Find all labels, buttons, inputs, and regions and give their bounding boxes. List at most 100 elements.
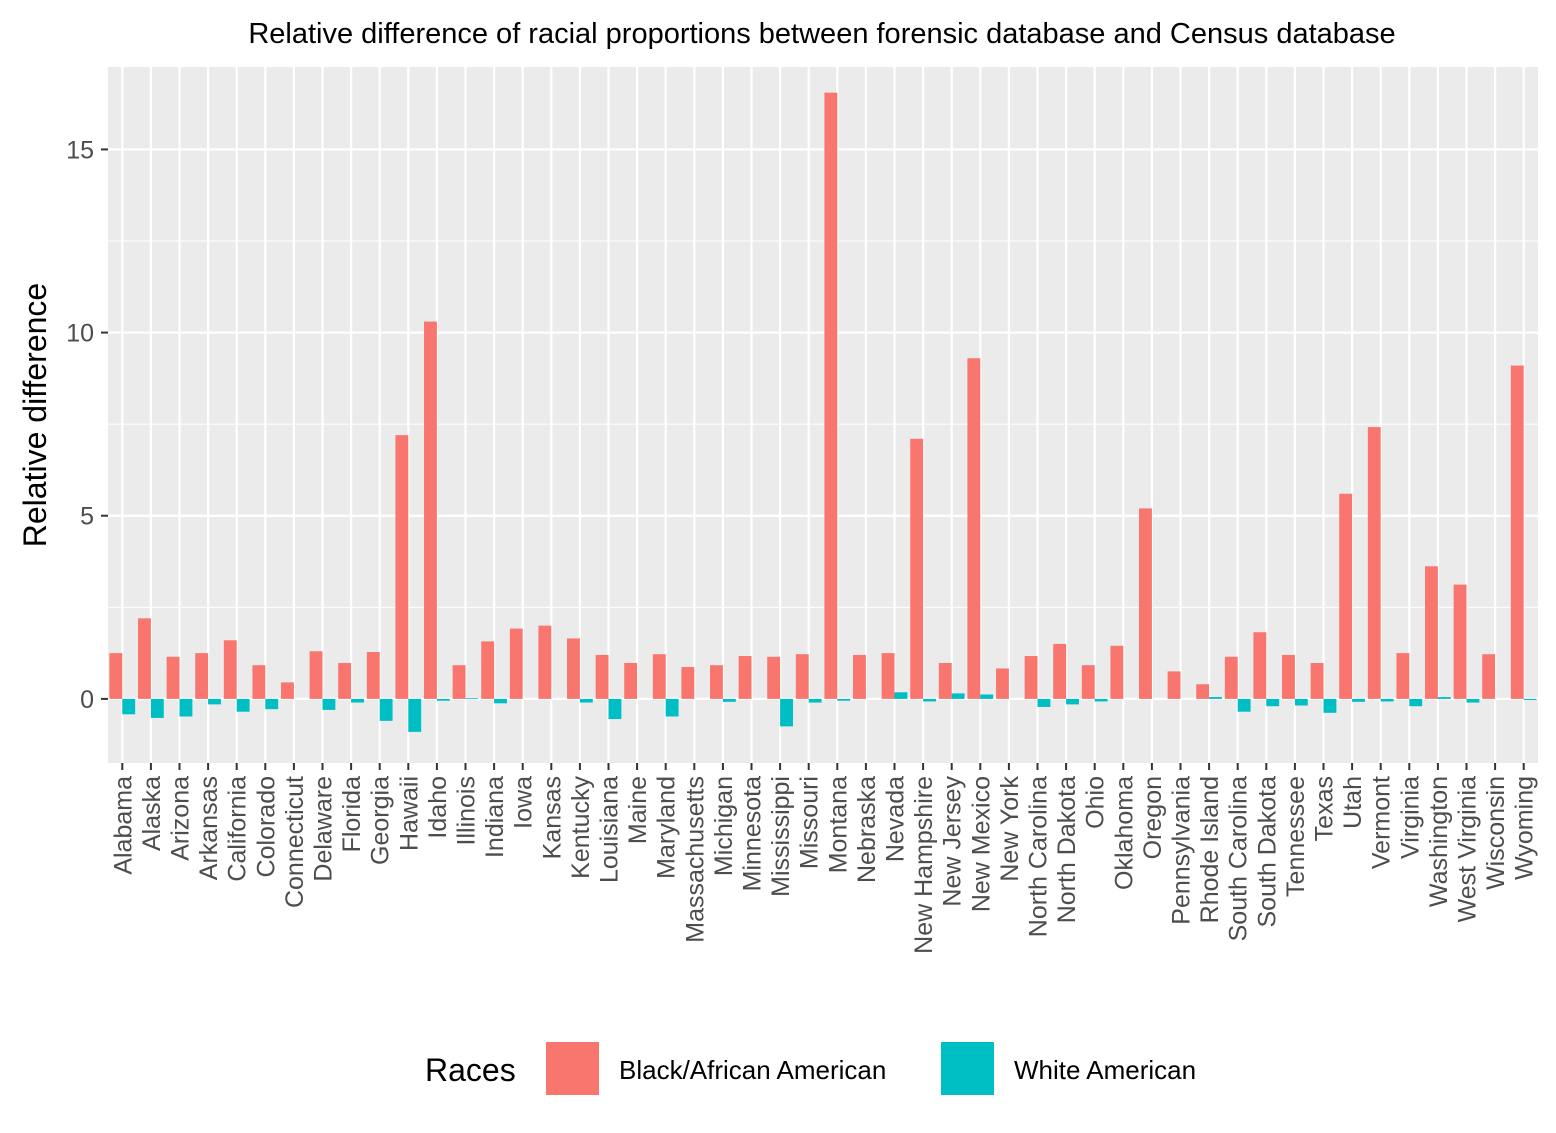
x-tick-label-oregon: Oregon bbox=[1139, 776, 1167, 859]
y-tick-label: 0 bbox=[80, 686, 94, 714]
x-tick-label-north-dakota: North Dakota bbox=[1053, 776, 1081, 923]
x-tick-label-alabama: Alabama bbox=[109, 776, 137, 875]
bar-white-american-texas bbox=[1323, 698, 1337, 713]
bar-black-african-american-vermont bbox=[1367, 427, 1381, 699]
bar-black-african-american-alaska bbox=[138, 618, 151, 699]
bar-white-american-virginia bbox=[1409, 698, 1423, 707]
bar-white-american-nevada bbox=[894, 692, 908, 699]
x-tick-label-wisconsin: Wisconsin bbox=[1482, 776, 1510, 890]
plot-panel bbox=[108, 67, 1538, 763]
bar-white-american-kentucky bbox=[579, 698, 593, 703]
x-tick-label-idaho: Idaho bbox=[424, 776, 452, 839]
bar-black-african-american-ohio bbox=[1081, 665, 1095, 699]
bar-white-american-rhode-island bbox=[1209, 697, 1222, 699]
bar-black-african-american-west-virginia bbox=[1453, 584, 1467, 699]
bar-black-african-american-south-carolina bbox=[1224, 656, 1238, 699]
y-axis-ticks: 0 5 10 15 bbox=[66, 136, 108, 714]
bar-black-african-american-arizona bbox=[166, 656, 180, 699]
y-tick-label: 10 bbox=[66, 320, 94, 348]
bar-white-american-mississippi bbox=[780, 698, 793, 727]
bar-white-american-new-hampshire bbox=[923, 698, 936, 702]
x-tick-label-illinois: Illinois bbox=[453, 776, 481, 845]
bar-black-african-american-wisconsin bbox=[1482, 654, 1496, 699]
bar-white-american-tennessee bbox=[1294, 698, 1308, 706]
bar-white-american-indiana bbox=[494, 698, 507, 704]
x-tick-label-georgia: Georgia bbox=[367, 776, 395, 865]
bar-black-african-american-michigan bbox=[710, 665, 723, 699]
x-tick-label-arizona: Arizona bbox=[167, 776, 195, 861]
x-tick-label-colorado: Colorado bbox=[252, 776, 280, 877]
bar-white-american-illinois bbox=[465, 698, 479, 699]
x-tick-label-mississippi: Mississippi bbox=[767, 776, 795, 897]
bar-black-african-american-illinois bbox=[452, 665, 466, 699]
legend-swatch-black-african-american bbox=[546, 1042, 599, 1095]
x-tick-label-florida: Florida bbox=[338, 776, 366, 853]
legend-label-black-african-american: Black/African American bbox=[619, 1055, 886, 1085]
legend-title: Races bbox=[425, 1052, 516, 1088]
bar-black-african-american-rhode-island bbox=[1196, 684, 1210, 699]
bar-white-american-idaho bbox=[436, 698, 450, 701]
chart-title: Relative difference of racial proportion… bbox=[248, 18, 1395, 50]
x-tick-label-maine: Maine bbox=[624, 776, 652, 844]
bar-white-american-alaska bbox=[150, 698, 164, 718]
x-tick-label-south-carolina: South Carolina bbox=[1225, 776, 1253, 941]
bar-black-african-american-hawaii bbox=[395, 435, 409, 699]
x-tick-label-new-jersey: New Jersey bbox=[939, 776, 967, 907]
bar-black-african-american-oklahoma bbox=[1110, 645, 1124, 699]
bar-white-american-utah bbox=[1352, 698, 1365, 702]
x-tick-label-arkansas: Arkansas bbox=[195, 776, 223, 880]
x-tick-label-nevada: Nevada bbox=[882, 776, 910, 862]
x-tick-label-vermont: Vermont bbox=[1368, 776, 1396, 869]
bar-black-african-american-montana bbox=[824, 92, 838, 699]
x-tick-label-ohio: Ohio bbox=[1082, 776, 1110, 829]
bar-black-african-american-missouri bbox=[795, 654, 809, 699]
x-tick-label-texas: Texas bbox=[1311, 776, 1339, 841]
x-tick-label-kansas: Kansas bbox=[538, 776, 566, 859]
bar-black-african-american-florida bbox=[338, 662, 352, 699]
bar-white-american-ohio bbox=[1094, 698, 1108, 702]
bar-white-american-delaware bbox=[322, 698, 336, 710]
bar-white-american-new-jersey bbox=[951, 693, 965, 699]
bar-black-african-american-colorado bbox=[252, 665, 266, 699]
x-tick-label-oklahoma: Oklahoma bbox=[1110, 776, 1138, 890]
x-tick-label-new-york: New York bbox=[996, 776, 1024, 882]
x-tick-label-west-virginia: West Virginia bbox=[1454, 776, 1482, 922]
bar-black-african-american-north-dakota bbox=[1053, 643, 1067, 699]
bar-black-african-american-minnesota bbox=[738, 656, 752, 699]
legend-swatch-white-american bbox=[941, 1042, 994, 1095]
x-tick-label-indiana: Indiana bbox=[481, 776, 509, 858]
y-axis-title: Relative difference bbox=[17, 283, 53, 547]
x-tick-label-kentucky: Kentucky bbox=[567, 776, 595, 879]
bar-black-african-american-delaware bbox=[309, 651, 323, 699]
bar-white-american-new-mexico bbox=[980, 694, 994, 699]
bar-white-american-montana bbox=[837, 698, 851, 701]
bar-black-african-american-indiana bbox=[481, 641, 495, 699]
x-tick-label-michigan: Michigan bbox=[710, 776, 738, 876]
x-tick-label-delaware: Delaware bbox=[310, 776, 338, 882]
bar-black-african-american-maryland bbox=[652, 654, 666, 699]
bar-black-african-american-wyoming bbox=[1510, 365, 1524, 699]
x-tick-label-new-mexico: New Mexico bbox=[967, 776, 995, 912]
y-tick-label: 15 bbox=[66, 136, 94, 164]
bar-black-african-american-nevada bbox=[881, 653, 895, 699]
x-tick-label-pennsylvania: Pennsylvania bbox=[1168, 776, 1196, 925]
legend-label-white-american: White American bbox=[1014, 1055, 1196, 1085]
bar-white-american-michigan bbox=[722, 698, 736, 702]
x-tick-label-alaska: Alaska bbox=[138, 776, 166, 851]
bar-white-american-arkansas bbox=[208, 698, 221, 705]
bar-black-african-american-louisiana bbox=[595, 654, 609, 699]
bar-white-american-north-dakota bbox=[1066, 698, 1079, 705]
bar-black-african-american-arkansas bbox=[195, 653, 209, 699]
bar-black-african-american-kentucky bbox=[567, 638, 580, 699]
bar-white-american-hawaii bbox=[408, 698, 422, 732]
bar-black-african-american-idaho bbox=[424, 321, 437, 699]
bar-black-african-american-south-dakota bbox=[1253, 632, 1267, 699]
bar-white-american-alabama bbox=[122, 698, 136, 715]
x-axis-ticks: Alabama Alaska Arizona Arkansas California Co… bbox=[109, 763, 1539, 954]
x-tick-label-louisiana: Louisiana bbox=[596, 776, 624, 883]
x-tick-label-wyoming: Wyoming bbox=[1511, 776, 1539, 880]
bar-black-african-american-utah bbox=[1339, 493, 1353, 699]
x-tick-label-minnesota: Minnesota bbox=[739, 776, 767, 891]
x-tick-label-montana: Montana bbox=[824, 776, 852, 873]
